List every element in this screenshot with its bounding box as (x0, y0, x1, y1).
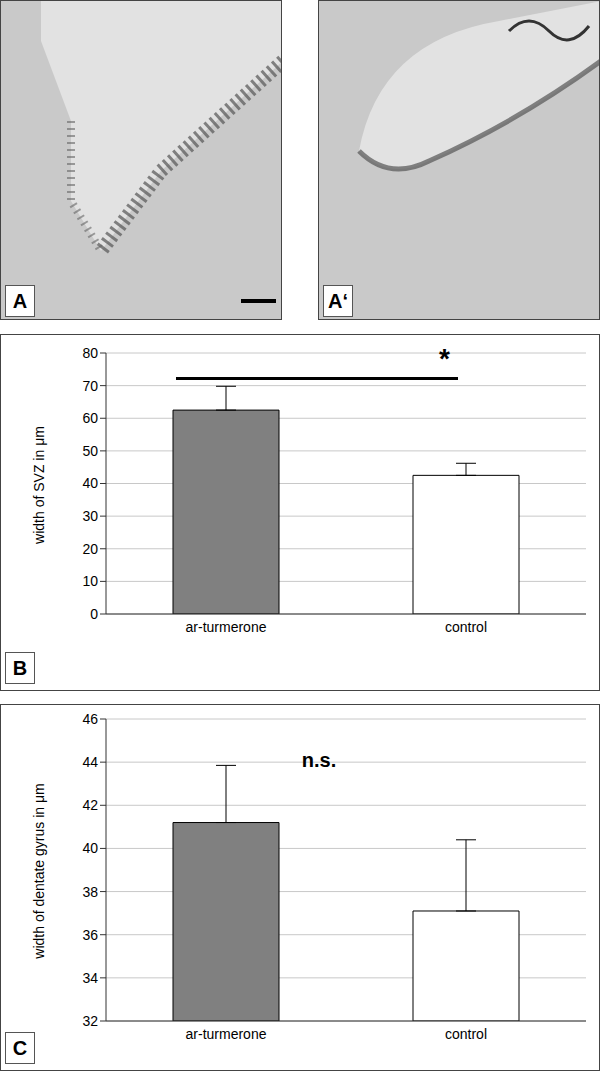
html-text:width of dentate gyrus in μm: width of dentate gyrus in μm (31, 783, 47, 959)
svg-text:44: 44 (82, 754, 98, 770)
svg-text:32: 32 (82, 1013, 98, 1029)
svg-text:control: control (445, 619, 487, 635)
html-text:A: A (12, 289, 28, 312)
html-text:width of SVZ in μm: width of SVZ in μm (31, 425, 47, 544)
svg-text:40: 40 (82, 840, 98, 856)
svg-text:36: 36 (82, 927, 98, 943)
svg-text:10: 10 (82, 573, 98, 589)
svg-text:60: 60 (82, 410, 98, 426)
svg-text:30: 30 (82, 508, 98, 524)
svg-text:40: 40 (82, 475, 98, 491)
svg-text:42: 42 (82, 797, 98, 813)
svg-text:0: 0 (90, 606, 98, 622)
html-text:B: B (12, 656, 28, 679)
svg-text:ar-turmerone: ar-turmerone (186, 619, 267, 635)
svg-text:70: 70 (82, 378, 98, 394)
svg-text:46: 46 (82, 711, 98, 727)
svg-text:34: 34 (82, 970, 98, 986)
svg-text:80: 80 (82, 345, 98, 361)
svg-text:ar-turmerone: ar-turmerone (186, 1026, 267, 1042)
html-text:A‘: A‘ (328, 289, 348, 312)
svg-text:38: 38 (82, 884, 98, 900)
svg-text:control: control (445, 1026, 487, 1042)
svg-text:20: 20 (82, 541, 98, 557)
html-text:C: C (12, 1036, 28, 1059)
html-text:n.s.: n.s. (301, 749, 337, 771)
svg-text:50: 50 (82, 443, 98, 459)
